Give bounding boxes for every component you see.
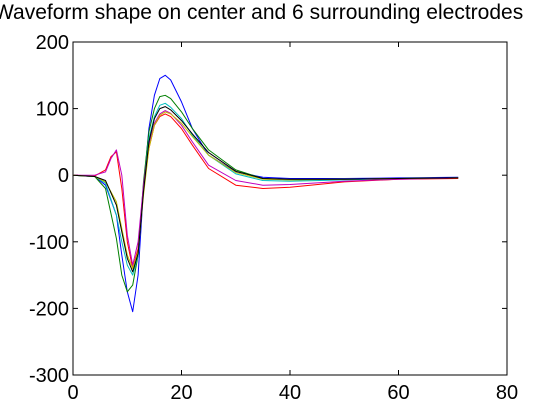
series-line-6 [72, 111, 459, 269]
series-line-3 [72, 113, 459, 269]
y-tick-label: 200 [36, 32, 69, 54]
series-line-4 [72, 102, 459, 276]
series-line-7 [72, 106, 459, 273]
y-tick-label: -200 [29, 298, 69, 320]
x-tick-label: 20 [170, 382, 192, 404]
series-line-1 [72, 74, 459, 313]
axis-ticks: 0 20 40 60 80 -300 -200 -100 0 100 200 [29, 32, 518, 404]
y-tick-label: -100 [29, 232, 69, 254]
x-tick-label: 0 [67, 382, 78, 404]
y-tick-label: 0 [58, 165, 69, 187]
x-tick-label: 60 [387, 382, 409, 404]
y-tick-label: 100 [36, 99, 69, 121]
y-tick-label: -300 [29, 365, 69, 387]
axes-frame [72, 41, 508, 376]
series-lines [72, 74, 459, 313]
series-line-2 [72, 94, 459, 293]
chart-title: Waveform shape on center and 6 surroundi… [0, 1, 524, 24]
series-line-5 [73, 110, 459, 266]
x-tick-label: 40 [279, 382, 301, 404]
x-tick-label: 80 [496, 382, 518, 404]
